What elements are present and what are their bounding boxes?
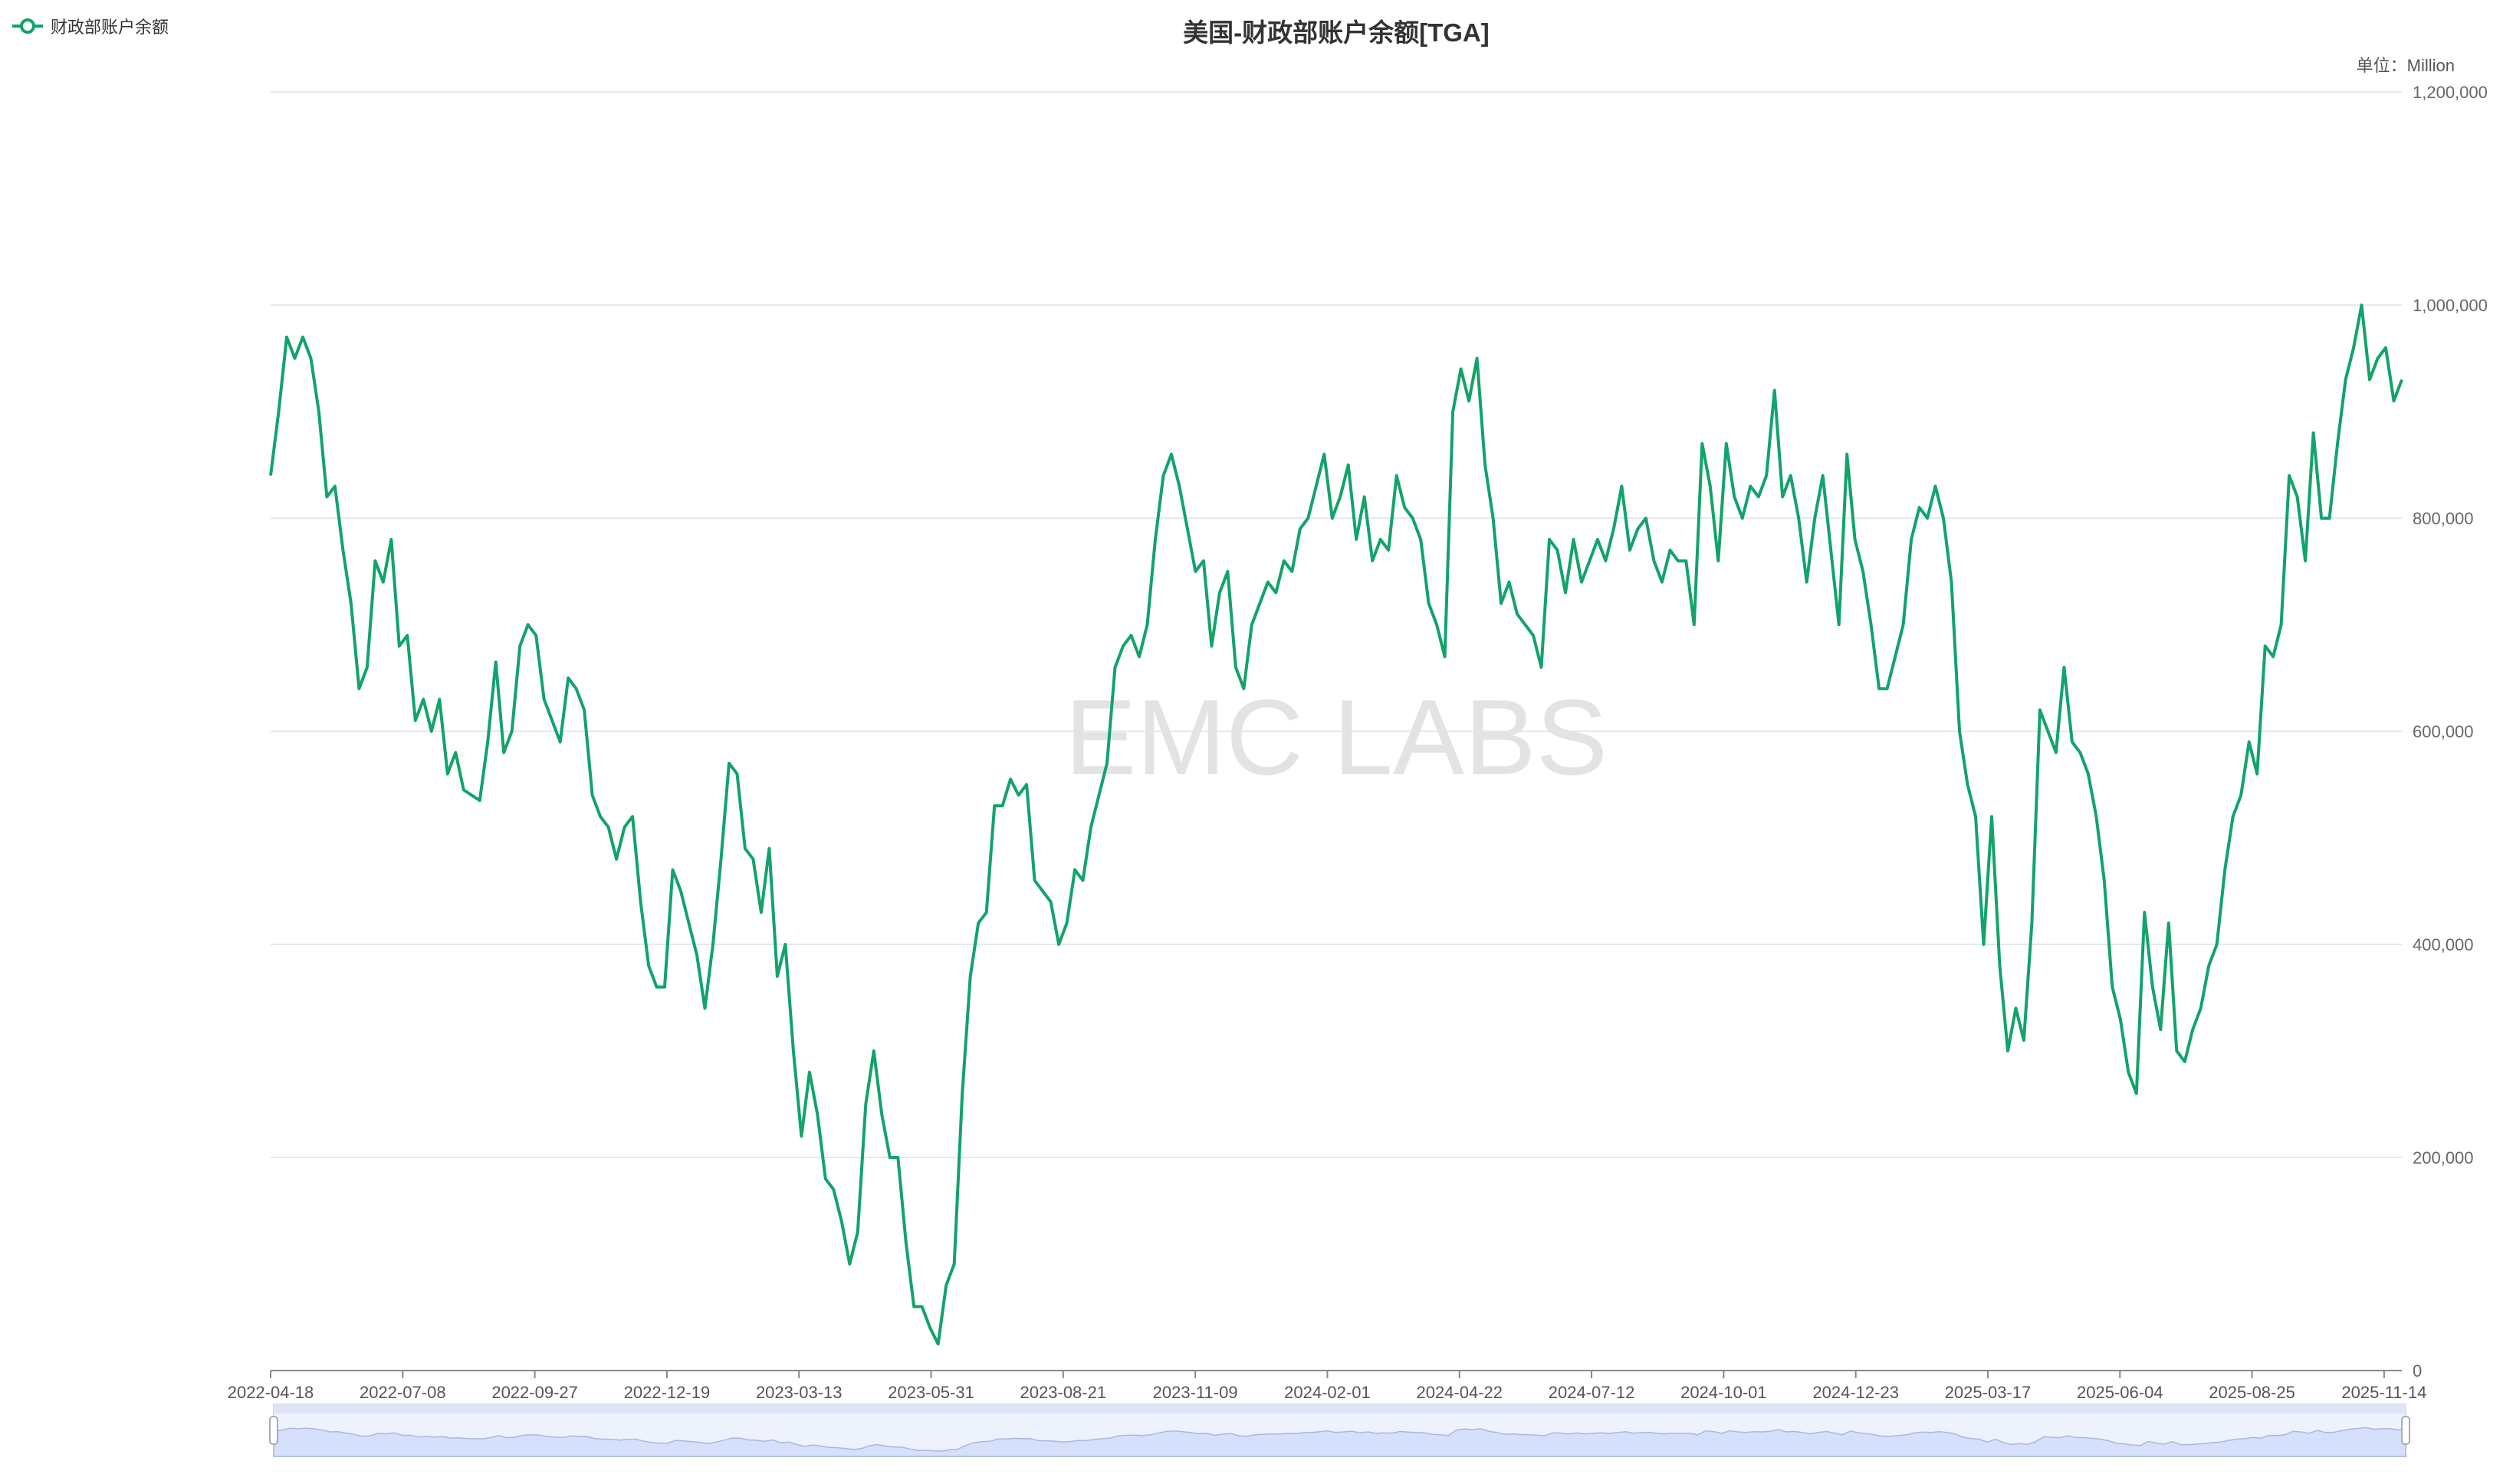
y-tick-label: 400,000 [2413, 935, 2474, 954]
x-tick-label: 2024-07-12 [1549, 1383, 1635, 1402]
x-tick-label: 2022-07-08 [360, 1383, 446, 1402]
data-zoom-handle-left[interactable] [269, 1416, 278, 1445]
watermark: EMC LABS [1065, 677, 1608, 797]
series-line [269, 304, 2403, 1346]
y-tick-label: 1,000,000 [2413, 296, 2488, 315]
data-zoom-slider[interactable] [269, 1404, 2410, 1457]
x-tick-label: 2023-03-13 [756, 1383, 843, 1402]
x-tick-label: 2025-08-25 [2209, 1383, 2295, 1402]
x-tick-label: 2024-12-23 [1812, 1383, 1899, 1402]
x-tick-label: 2024-04-22 [1416, 1383, 1503, 1402]
data-zoom-top-bar [274, 1404, 2406, 1413]
chart-title: 美国-财政部账户余额[TGA] [1183, 18, 1490, 47]
y-tick-label: 200,000 [2413, 1148, 2474, 1167]
x-tick-label: 2023-11-09 [1153, 1383, 1238, 1402]
x-tick-label: 2022-09-27 [491, 1383, 578, 1402]
legend[interactable]: 财政部账户余额 [12, 14, 169, 38]
x-tick-label: 2022-12-19 [624, 1383, 711, 1402]
y-tick-label: 800,000 [2413, 509, 2474, 528]
data-zoom-handle-right[interactable] [2401, 1416, 2410, 1445]
x-tick-label: 2025-06-04 [2077, 1383, 2163, 1402]
x-tick-label: 2022-04-18 [228, 1383, 314, 1402]
x-tick-label: 2024-02-01 [1284, 1383, 1371, 1402]
y-tick-label: 0 [2413, 1361, 2422, 1381]
y-tick-label: 1,200,000 [2413, 83, 2488, 102]
legend-label: 财政部账户余额 [51, 18, 169, 37]
x-tick-label: 2025-03-17 [1945, 1383, 2032, 1402]
y-tick-label: 600,000 [2413, 722, 2474, 741]
x-tick-label: 2023-08-21 [1020, 1383, 1107, 1402]
unit-label: 单位：Million [2356, 56, 2455, 75]
x-tick-label: 2023-05-31 [888, 1383, 974, 1402]
legend-line-circle-icon [12, 18, 43, 34]
x-tick-label: 2024-10-01 [1680, 1383, 1767, 1402]
x-tick-label: 2025-11-14 [2341, 1383, 2426, 1402]
data-zoom-preview [273, 1427, 2406, 1457]
